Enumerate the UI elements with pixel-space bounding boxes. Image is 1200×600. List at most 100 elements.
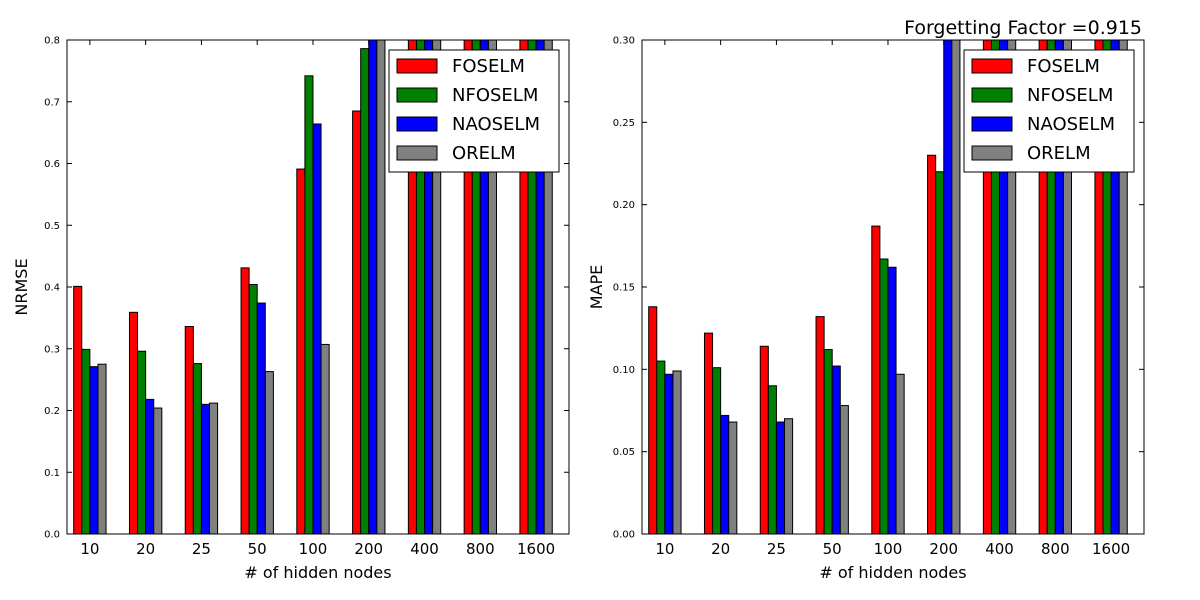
bar-orelm-10 xyxy=(672,370,682,534)
legend-swatch-nfoselm xyxy=(396,87,438,103)
bar-orelm-400 xyxy=(1007,40,1017,534)
bar-orelm-50 xyxy=(839,405,849,534)
legend-label-foselm: FOSELM xyxy=(1027,56,1100,77)
x-tick-label: 1600 xyxy=(1092,540,1130,558)
x-axis-label: # of hidden nodes xyxy=(819,563,966,582)
bar-naoselm-100 xyxy=(887,266,897,534)
x-tick-label: 400 xyxy=(985,540,1014,558)
x-tick-label: 200 xyxy=(929,540,958,558)
bar-nfoselm-10 xyxy=(656,360,666,534)
bar-naoselm-25 xyxy=(200,403,211,534)
legend-swatch-foselm xyxy=(396,58,438,74)
bar-orelm-200 xyxy=(951,40,961,534)
bar-nfoselm-100 xyxy=(879,258,889,534)
y-tick-label: 0.6 xyxy=(44,159,60,170)
y-tick-label: 0.7 xyxy=(44,97,60,108)
legend-swatch-naoselm xyxy=(971,116,1013,132)
bar-orelm-25 xyxy=(209,402,219,534)
bars-group xyxy=(648,40,1128,534)
x-tick-label: 25 xyxy=(767,540,786,558)
bar-foselm-25 xyxy=(184,326,194,534)
x-tick-label: 100 xyxy=(299,540,328,558)
bar-naoselm-100 xyxy=(312,123,322,534)
bar-naoselm-50 xyxy=(256,302,266,534)
bar-nfoselm-25 xyxy=(767,385,777,534)
bar-foselm-200 xyxy=(352,110,362,534)
bar-orelm-100 xyxy=(320,343,330,534)
bar-foselm-20 xyxy=(703,332,714,534)
bar-foselm-10 xyxy=(73,285,83,534)
bar-orelm-50 xyxy=(264,371,274,534)
legend-label-nfoselm: NFOSELM xyxy=(1027,85,1113,106)
bar-naoselm-50 xyxy=(831,365,841,534)
bar-orelm-800 xyxy=(1062,40,1072,534)
bar-naoselm-25 xyxy=(775,421,786,534)
bar-orelm-1600 xyxy=(543,40,553,534)
bar-nfoselm-200 xyxy=(360,48,370,534)
bar-orelm-100 xyxy=(895,373,905,534)
bar-naoselm-10 xyxy=(664,373,674,534)
legend-swatch-orelm xyxy=(971,145,1013,161)
x-axis-label: # of hidden nodes xyxy=(244,563,391,582)
y-tick-label: 0.5 xyxy=(44,221,60,232)
y-tick-label: 0.15 xyxy=(613,283,635,294)
y-axis-label: NRMSE xyxy=(12,258,31,315)
x-tick-label: 400 xyxy=(410,540,439,558)
legend: FOSELM NFOSELM NAOSELM ORELM xyxy=(388,49,560,173)
bar-nfoselm-20 xyxy=(712,367,722,534)
bar-orelm-1600 xyxy=(1118,40,1128,534)
bar-nfoselm-200 xyxy=(935,171,945,534)
bar-orelm-400 xyxy=(432,40,442,534)
x-tick-label: 800 xyxy=(466,540,495,558)
bar-naoselm-200 xyxy=(368,40,378,534)
bar-naoselm-20 xyxy=(145,398,155,534)
y-tick-label: 0.0 xyxy=(44,530,60,541)
y-tick-label: 0.1 xyxy=(44,468,60,479)
x-tick-label: 1600 xyxy=(517,540,555,558)
legend-swatch-nfoselm xyxy=(971,87,1013,103)
bar-orelm-20 xyxy=(153,407,163,534)
bar-orelm-25 xyxy=(784,418,794,534)
figure-suptitle: Forgetting Factor =0.915 xyxy=(904,17,1142,39)
legend-swatch-orelm xyxy=(396,145,438,161)
legend-swatch-foselm xyxy=(971,58,1013,74)
y-axis-label: MAPE xyxy=(587,265,606,310)
y-tick-label: 0.8 xyxy=(44,36,60,47)
legend-label-orelm: ORELM xyxy=(452,143,516,164)
x-tick-label: 200 xyxy=(354,540,383,558)
y-tick-label: 0.30 xyxy=(613,36,635,47)
bar-nfoselm-20 xyxy=(137,350,147,534)
x-tick-label: 800 xyxy=(1041,540,1070,558)
y-tick-label: 0.00 xyxy=(613,530,635,541)
x-tick-label: 10 xyxy=(80,540,99,558)
bar-nfoselm-100 xyxy=(304,75,314,534)
legend-label-naoselm: NAOSELM xyxy=(1027,114,1115,135)
legend-label-naoselm: NAOSELM xyxy=(452,114,540,135)
legend: FOSELM NFOSELM NAOSELM ORELM xyxy=(963,49,1135,173)
bar-foselm-200 xyxy=(927,154,937,534)
y-tick-label: 0.3 xyxy=(44,344,60,355)
bar-foselm-10 xyxy=(648,306,658,534)
legend-label-nfoselm: NFOSELM xyxy=(452,85,538,106)
bar-orelm-200 xyxy=(376,40,386,534)
bar-foselm-20 xyxy=(128,311,139,534)
y-tick-label: 0.20 xyxy=(613,200,635,211)
bar-naoselm-20 xyxy=(720,414,730,534)
bar-nfoselm-10 xyxy=(81,348,91,534)
x-tick-label: 25 xyxy=(192,540,211,558)
bar-nfoselm-25 xyxy=(192,363,202,534)
bar-naoselm-10 xyxy=(89,366,99,534)
bars-group xyxy=(73,40,553,534)
bar-orelm-800 xyxy=(487,40,497,534)
legend-label-orelm: ORELM xyxy=(1027,143,1091,164)
y-tick-label: 0.05 xyxy=(613,447,635,458)
bar-naoselm-200 xyxy=(943,40,953,534)
bar-foselm-25 xyxy=(759,345,769,534)
legend-label-foselm: FOSELM xyxy=(452,56,525,77)
chart-panel-mape: 0.00 0.05 0.10 0.15 0.20 0.25 0.30 10 20 25 50 100 2… xyxy=(587,36,1145,582)
legend-swatch-naoselm xyxy=(396,116,438,132)
bar-foselm-100 xyxy=(871,225,881,534)
x-tick-label: 50 xyxy=(823,540,842,558)
chart-panel-nrmse: 0.0 0.1 0.2 0.3 0.4 0.5 0.6 0.7 0.8 10 20 25 50 100 20… xyxy=(12,36,570,582)
